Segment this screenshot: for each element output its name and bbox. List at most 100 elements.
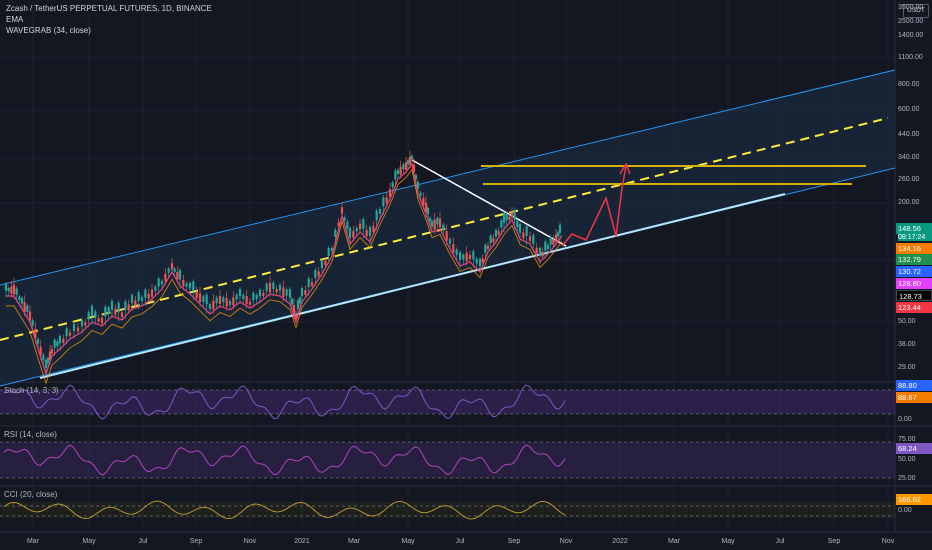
candle-body [202, 296, 205, 302]
currency-badge[interactable]: USDT [903, 4, 929, 18]
price-tag: 128.80 [896, 278, 932, 289]
candle-body [426, 208, 430, 215]
channel-upper-line [0, 69, 896, 286]
candle-body [72, 323, 76, 331]
candle-body [516, 220, 519, 228]
candle-body [494, 230, 498, 237]
candle-body [422, 197, 425, 206]
candle-body [178, 270, 182, 280]
candle-body [160, 281, 164, 285]
stoch-band [0, 390, 895, 414]
candle-body [406, 160, 410, 165]
candle-body [385, 197, 388, 204]
candle-body [107, 307, 110, 314]
candle-body [225, 298, 228, 307]
time-axis-label: Nov [559, 538, 573, 545]
candle-body [375, 210, 378, 221]
candle-body [388, 189, 392, 197]
indicator-ema-label[interactable]: EMA [6, 15, 24, 24]
channel-fill [0, 70, 895, 386]
price-axis-label: 2500.00 [898, 18, 924, 25]
candle-body [327, 248, 330, 256]
candle-body [290, 299, 294, 305]
candle-body [114, 309, 117, 315]
candle-body [222, 297, 225, 303]
candle-body [365, 229, 368, 237]
price-axis-label: 260.00 [898, 176, 920, 183]
candle-body [173, 268, 176, 272]
support-trendline [39, 193, 786, 379]
candle-body [278, 285, 282, 291]
candle-body [242, 295, 245, 299]
candle-body [7, 288, 10, 292]
candle-body [36, 339, 40, 344]
candle-body [414, 175, 418, 179]
price-axis-label: 1400.00 [898, 32, 924, 39]
time-axis-label: Sep [827, 538, 841, 545]
candle-body [282, 287, 285, 298]
cci-value-tag: 166.02 [896, 494, 932, 505]
time-axis-label: May [721, 538, 735, 545]
candle-body [478, 259, 482, 267]
candle-body [552, 239, 555, 245]
candle-body [48, 351, 52, 361]
candle-body [528, 236, 532, 242]
candle-body [258, 290, 262, 297]
indicator-wavegrab-label[interactable]: WAVEGRAB (34, close) [6, 26, 91, 35]
price-axis-label: 200.00 [898, 199, 920, 206]
cci-label[interactable]: CCI (20, close) [4, 490, 58, 499]
candle-body [396, 170, 400, 174]
candle-body [12, 284, 16, 295]
candle-body [252, 293, 255, 301]
candle-body [310, 282, 314, 286]
cci-axis-label: 0.00 [898, 507, 912, 514]
candle-body [215, 297, 218, 304]
candle-body [292, 304, 296, 315]
ema-slow-line [5, 168, 563, 385]
candle-body [90, 306, 94, 316]
candle-body [522, 232, 525, 239]
candle-body [508, 216, 511, 220]
candle-body [484, 244, 487, 253]
candle-body [205, 294, 208, 305]
time-axis-label: Jul [775, 538, 785, 545]
candle-body [546, 245, 550, 249]
stoch-label[interactable]: Stoch (14, 3, 3) [4, 386, 59, 395]
candle-body [296, 300, 300, 310]
candle-body [76, 327, 80, 332]
candle-body [147, 293, 150, 299]
candle-body [462, 254, 465, 260]
candle-body [275, 288, 278, 293]
time-axis-label: May [82, 538, 96, 545]
candle-body [404, 162, 408, 170]
candle-body [489, 235, 492, 243]
candle-body [549, 236, 552, 245]
candle-body [182, 279, 185, 287]
candle-body [198, 293, 202, 303]
cci-line [3, 500, 566, 520]
candle-body [120, 312, 124, 318]
rsi-label[interactable]: RSI (14, close) [4, 430, 57, 439]
candle-body [195, 291, 198, 299]
candle-body [352, 231, 355, 238]
candle-body [300, 288, 304, 296]
time-axis-label: Mar [667, 538, 681, 545]
stoch-axis-label: 0.00 [898, 416, 912, 423]
candle-body [500, 220, 503, 228]
candle-body [235, 294, 238, 300]
rsi-band [0, 442, 895, 478]
candle-body [348, 228, 352, 238]
candle-body [50, 349, 54, 353]
candle-body [20, 298, 24, 304]
candle-body [486, 245, 490, 249]
candle-body [150, 289, 154, 297]
candle-body [538, 248, 542, 256]
candle-body [176, 271, 179, 280]
candle-body [433, 219, 436, 230]
candle-body [334, 229, 337, 237]
candle-body [525, 226, 528, 236]
chart-title: Zcash / TetherUS PERPETUAL FUTURES, 1D, … [6, 4, 212, 13]
candle-body [455, 249, 458, 255]
